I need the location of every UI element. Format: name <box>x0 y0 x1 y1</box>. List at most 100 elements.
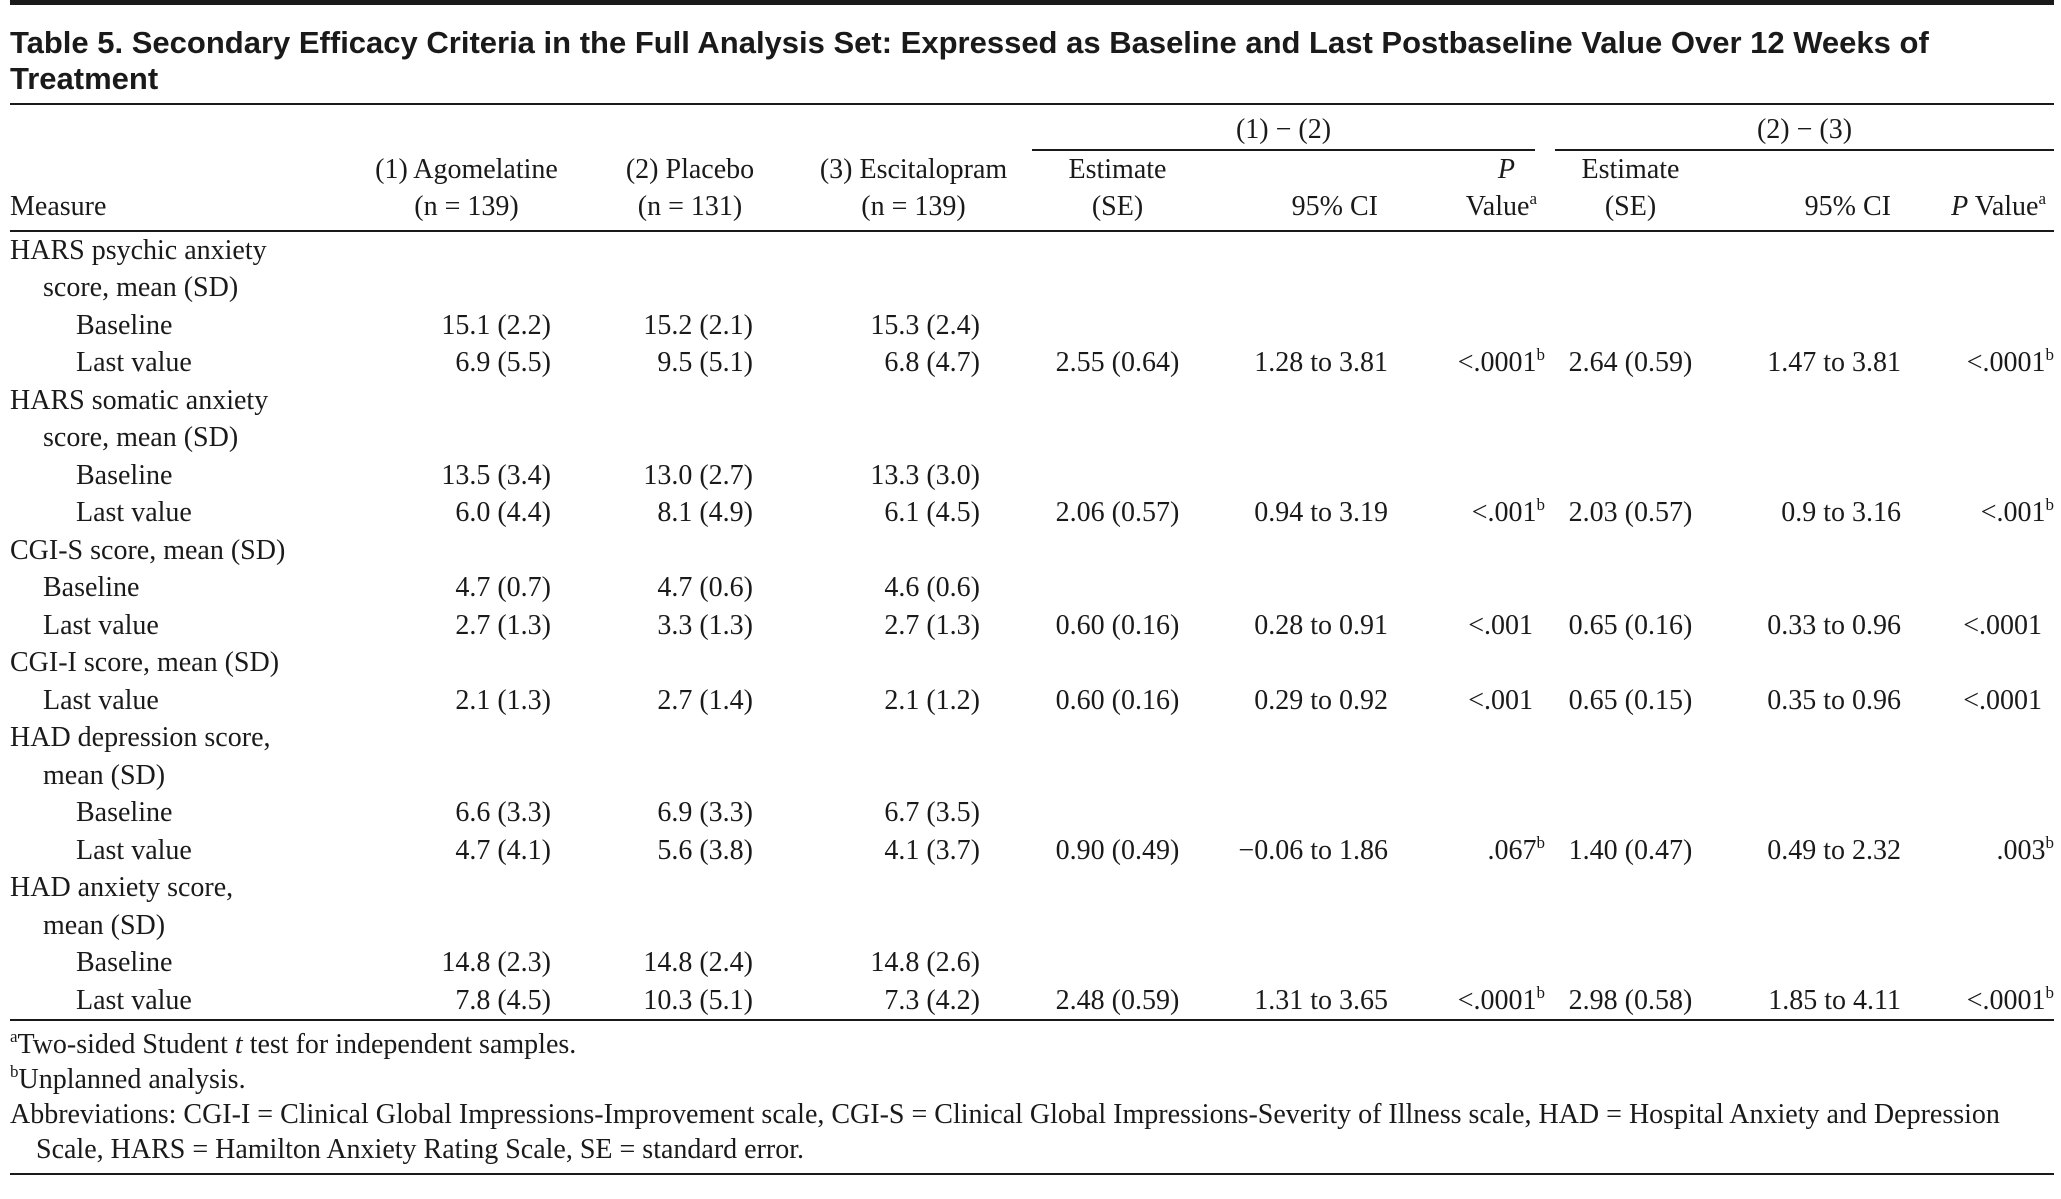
cell: 6.9 (5.5) <box>455 347 551 378</box>
row-label: Baseline <box>76 459 173 491</box>
cell: 4.7 (0.7) <box>455 572 551 603</box>
cell-text: <.0001 <box>1457 984 1537 1016</box>
cell: <.0001 <box>1963 609 2042 641</box>
cell-footnote-mark: b <box>2045 832 2055 852</box>
row-label: Baseline <box>76 309 173 341</box>
group-row: score, mean (SD) <box>10 269 2054 307</box>
column-header: (2) Placebo <box>625 153 755 185</box>
cell <box>1545 569 1716 607</box>
row-label: Last value <box>43 684 159 716</box>
cell: 6.8 (4.7) <box>884 347 980 378</box>
group-row: mean (SD) <box>10 907 2054 945</box>
cell <box>1400 457 1545 495</box>
group-label: CGI-S score, mean (SD) <box>10 534 286 566</box>
cell: 2.06 (0.57) <box>1055 497 1180 528</box>
row-label: Baseline <box>76 797 173 828</box>
cell: 14.8 (2.3) <box>441 947 551 978</box>
group-row: CGI-I score, mean (SD) <box>10 644 2054 682</box>
table-body: HARS psychic anxiety score, mean (SD) Base… <box>10 231 2054 1021</box>
cell <box>1203 794 1400 832</box>
cell: −0.06 to 1.86 <box>1238 834 1388 866</box>
cell-text: .067 <box>1487 834 1537 866</box>
group-header: (2) − (3) <box>1545 104 2054 151</box>
row-label: Baseline <box>76 947 173 978</box>
cell: 2.03 (0.57) <box>1568 497 1693 528</box>
group-label: HAD anxiety score, <box>10 872 234 903</box>
cell: 2.7 (1.3) <box>884 609 980 641</box>
group-row: HAD anxiety score, <box>10 869 2054 907</box>
cell <box>1400 569 1545 607</box>
group-row: CGI-S score, mean (SD) <box>10 532 2054 570</box>
cell: 13.5 (3.4) <box>441 459 551 491</box>
cell: 2.1 (1.3) <box>455 684 551 716</box>
group-label: HARS somatic anxiety <box>10 384 269 416</box>
cell: 14.8 (2.6) <box>870 947 980 978</box>
cell <box>1545 307 1716 345</box>
cell: 0.28 to 0.91 <box>1254 609 1388 641</box>
data-row: Baseline 15.1 (2.2) 15.2 (2.1) 15.3 (2.4) <box>10 307 2054 345</box>
cell: .003b <box>1913 832 2055 870</box>
group-row: mean (SD) <box>10 757 2054 795</box>
cell: <.0001b <box>1400 981 1545 1021</box>
cell: 0.65 (0.16) <box>1568 609 1693 641</box>
column-header: (n = 131) <box>585 188 795 232</box>
cell: 2.55 (0.64) <box>1055 347 1180 378</box>
column-header: Estimate <box>1068 153 1167 185</box>
cell: <.001b <box>1400 494 1545 532</box>
cell <box>1913 794 2054 832</box>
cell: 2.7 (1.3) <box>455 609 551 641</box>
cell: 2.64 (0.59) <box>1568 347 1693 378</box>
column-header: (SE) <box>1545 188 1716 232</box>
cell-text: <.0001 <box>1966 347 2046 378</box>
cell: <.0001b <box>1913 981 2055 1021</box>
cell: 0.65 (0.15) <box>1568 684 1693 716</box>
row-label: Last value <box>10 981 348 1021</box>
data-row: Last value 4.7 (4.1) 5.6 (3.8) 4.1 (3.7) 0.9… <box>10 832 2054 870</box>
cell-footnote-mark: b <box>2045 495 2055 514</box>
row-label: Baseline <box>43 572 140 603</box>
cell-footnote-mark: b <box>2045 982 2055 1002</box>
cell: 4.7 (0.6) <box>657 572 753 603</box>
data-row: Last value 7.8 (4.5) 10.3 (5.1) 7.3 (4.2) 2.… <box>10 981 2055 1021</box>
cell-text: <.001 <box>1471 497 1537 528</box>
cell: 10.3 (5.1) <box>585 981 795 1021</box>
cell: 1.40 (0.47) <box>1568 834 1693 866</box>
cell: 6.0 (4.4) <box>455 497 551 528</box>
cell: 6.7 (3.5) <box>884 797 980 828</box>
column-header: P <box>1497 153 1515 185</box>
cell: 0.9 to 3.16 <box>1781 497 1901 528</box>
group-label: HAD depression score, <box>10 722 271 753</box>
cell-footnote-mark: b <box>1536 345 1546 364</box>
cell: 0.60 (0.16) <box>1055 684 1180 716</box>
cell: 3.3 (1.3) <box>657 609 753 641</box>
cell <box>1913 944 2054 982</box>
column-header: Valuea <box>1400 188 1545 232</box>
cell <box>1203 457 1400 495</box>
cell <box>1716 307 1913 345</box>
cell: 1.28 to 3.81 <box>1254 347 1388 378</box>
group-row: HARS somatic anxiety <box>10 382 2054 420</box>
cell: 0.29 to 0.92 <box>1254 684 1388 716</box>
cell <box>1716 569 1913 607</box>
cell <box>1400 307 1545 345</box>
cell <box>1400 794 1545 832</box>
column-header: 95% CI <box>1716 188 1913 232</box>
group-row: score, mean (SD) <box>10 419 2054 457</box>
cell: <.001 <box>1468 609 1533 641</box>
cell: 1.31 to 3.65 <box>1203 981 1400 1021</box>
data-table: (1) − (2) (2) − (3) (1) Agomelatine (2) … <box>10 103 2054 1021</box>
cell <box>1913 307 2054 345</box>
cell: 2.7 (1.4) <box>657 684 753 716</box>
cell: 0.49 to 2.32 <box>1767 834 1901 866</box>
cell: 15.3 (2.4) <box>870 309 980 341</box>
cell: 0.60 (0.16) <box>1055 609 1180 641</box>
column-header: (3) Escitalopram <box>819 153 1008 185</box>
cell: 4.1 (3.7) <box>884 834 980 866</box>
column-header: Measure <box>10 188 348 232</box>
data-row: Last value 2.1 (1.3) 2.7 (1.4) 2.1 (1.2) 0.6… <box>10 682 2054 720</box>
column-header: Estimate <box>1581 153 1680 185</box>
cell <box>1032 457 1203 495</box>
cell: 6.6 (3.3) <box>455 797 551 828</box>
cell: 2.1 (1.2) <box>884 684 980 716</box>
footnote: aTwo-sided Student t test for independen… <box>10 1027 577 1060</box>
